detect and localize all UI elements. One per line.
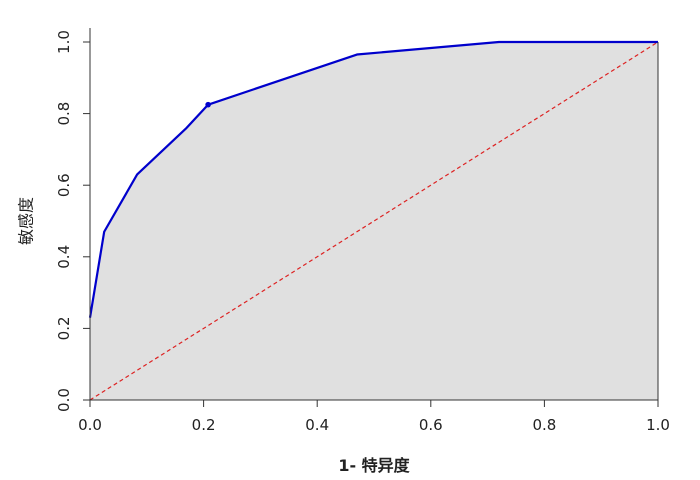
x-axis-title: 1- 特异度 <box>338 456 410 475</box>
y-tick-label: 0.8 <box>55 102 73 126</box>
auc-shaded-area <box>90 42 658 400</box>
y-tick-label: 1.0 <box>55 30 73 54</box>
roc-curve-line <box>88 40 658 318</box>
y-tick-label: 0.0 <box>55 388 73 412</box>
x-tick-label: 0.0 <box>78 416 102 434</box>
y-tick-label: 0.6 <box>55 173 73 197</box>
y-tick-label: 0.2 <box>55 316 73 340</box>
x-axis: 0.0 0.2 0.4 0.6 0.8 1.0 <box>78 399 670 434</box>
y-axis: 0.0 0.2 0.4 0.6 0.8 1.0 <box>55 28 91 412</box>
x-tick-label: 0.8 <box>532 416 556 434</box>
y-axis-title: 敏感度 <box>17 197 36 245</box>
x-tick-label: 0.2 <box>192 416 216 434</box>
plot-area <box>88 40 659 401</box>
x-tick-label: 1.0 <box>646 416 670 434</box>
x-tick-label: 0.4 <box>305 416 329 434</box>
roc-highlight-point <box>205 101 211 108</box>
x-tick-label: 0.6 <box>419 416 443 434</box>
y-tick-label: 0.4 <box>55 245 73 269</box>
